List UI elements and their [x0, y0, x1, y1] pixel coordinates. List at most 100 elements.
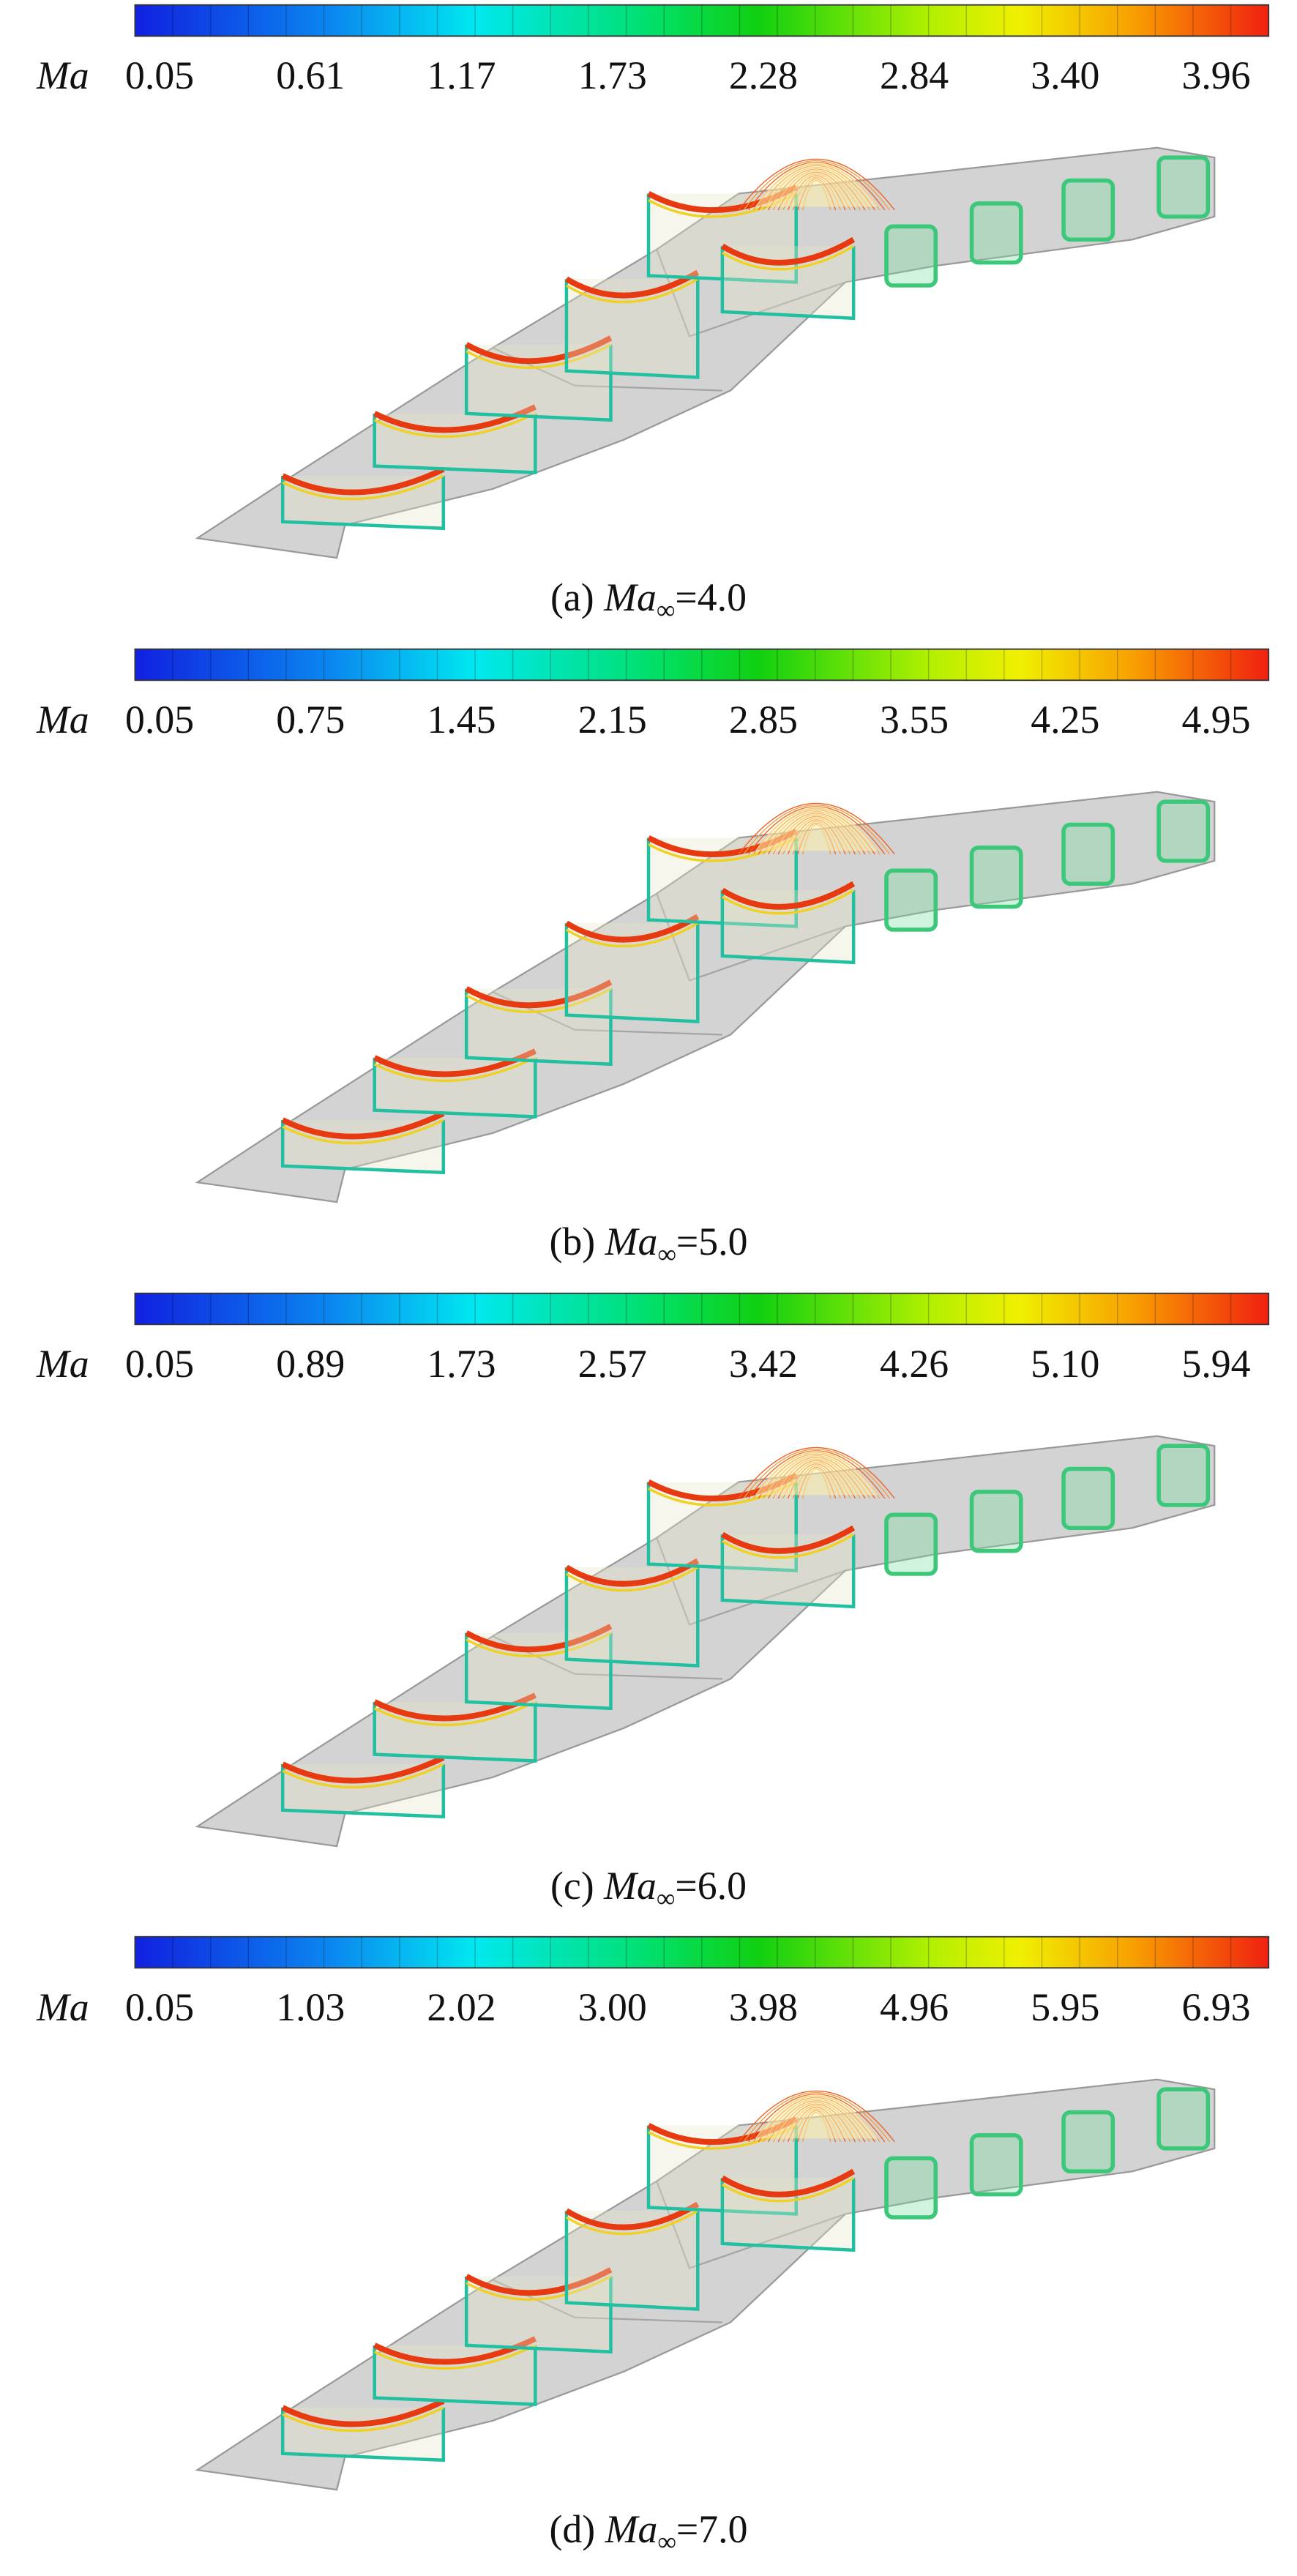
dome-fill	[755, 2094, 878, 2139]
colorbar-tick-label: 2.85	[729, 698, 798, 742]
shock-dome	[738, 158, 895, 211]
cross-section	[1061, 178, 1115, 242]
cross-section	[969, 1489, 1023, 1553]
cross-section	[884, 1512, 938, 1576]
colorbar-tick-label: 4.25	[1031, 698, 1099, 742]
cross-section	[720, 2169, 856, 2252]
section-top	[281, 1110, 445, 1140]
cross-section	[564, 2201, 700, 2312]
section-top	[564, 2201, 700, 2230]
section-top	[564, 914, 700, 943]
colorbar-tick-label: 5.94	[1181, 1342, 1250, 1386]
cross-section	[720, 881, 856, 964]
section-side	[720, 246, 856, 321]
section-top	[564, 269, 700, 299]
cross-section	[280, 2398, 446, 2463]
caption-label: (d)	[549, 2507, 595, 2551]
cross-section	[1156, 799, 1211, 863]
dome-line	[738, 2090, 895, 2143]
colorbar-tick-label: 1.73	[578, 53, 647, 97]
colorbar-tick-label: 4.95	[1181, 698, 1250, 742]
cross-section	[1156, 2087, 1211, 2151]
cross-section	[969, 201, 1023, 265]
section-top	[720, 881, 856, 910]
section-side	[564, 1567, 700, 1668]
section-top-inner	[466, 987, 612, 1013]
caption-label: (a)	[550, 575, 594, 619]
colorbar-tick-label: 0.61	[276, 53, 345, 97]
cross-section	[1156, 155, 1211, 219]
caption: (c) Ma∞=6.0	[550, 1863, 747, 1912]
section-side	[720, 889, 856, 964]
caption-subscript: ∞	[657, 1239, 676, 1269]
shock-dome	[738, 1446, 895, 1498]
section-top-inner	[373, 1056, 537, 1082]
cross-section	[1061, 2110, 1115, 2174]
cross-section	[884, 224, 938, 288]
cross-section	[884, 2156, 938, 2220]
section-top	[465, 2267, 613, 2296]
dome-line	[743, 160, 891, 211]
cross-section	[464, 2267, 613, 2354]
caption: (b) Ma∞=5.0	[549, 1220, 747, 1269]
flow-rendering	[195, 791, 1216, 1203]
section-side	[464, 2276, 613, 2354]
section-top-inner	[466, 343, 612, 369]
caption-subscript: ∞	[657, 1884, 676, 1913]
section-top-inner	[721, 2177, 855, 2203]
cross-section	[464, 979, 613, 1066]
cross-section	[464, 335, 613, 422]
dome-line	[738, 1446, 895, 1498]
section-side	[464, 344, 613, 422]
caption-value: =5.0	[676, 1220, 748, 1263]
caption: (a) Ma∞=4.0	[550, 575, 747, 624]
colorbar-tick-label: 3.42	[729, 1342, 798, 1386]
section-top	[564, 1558, 700, 1587]
section-side	[564, 922, 700, 1023]
colorbar-label: Ma	[36, 1985, 89, 2029]
caption: (d) Ma∞=7.0	[549, 2507, 747, 2556]
section-side	[564, 2211, 700, 2312]
colorbar-fill	[134, 4, 1270, 37]
caption-value: =4.0	[675, 575, 747, 619]
dome-line	[743, 2092, 891, 2143]
colorbar-fill	[134, 648, 1270, 681]
section-side	[720, 2178, 856, 2252]
caption-label: (b)	[549, 1220, 595, 1263]
colorbar-tick-label: 1.17	[427, 53, 496, 97]
section-top-inner	[282, 474, 444, 501]
cross-section	[280, 1755, 446, 1818]
shock-dome	[738, 2090, 895, 2143]
flow-rendering	[195, 146, 1216, 559]
body-surface	[195, 146, 1216, 559]
dome-line	[743, 804, 891, 855]
shock-dome	[738, 802, 895, 855]
colorbar	[134, 648, 1270, 681]
section-top-inner	[721, 244, 855, 271]
body-surface	[195, 1435, 1216, 1847]
section-side	[720, 1534, 856, 1608]
colorbar-tick-label: 2.57	[578, 1342, 647, 1386]
section-top-inner	[466, 2275, 612, 2301]
caption-symbol: Ma	[603, 1863, 657, 1907]
colorbar-fill	[134, 1292, 1270, 1325]
colorbar-tick-label: 2.28	[729, 53, 798, 97]
dome-line	[743, 1448, 891, 1498]
cross-section	[280, 466, 446, 531]
body-surface	[195, 2078, 1216, 2491]
caption-label: (c)	[550, 1863, 594, 1907]
figure-panel: Ma 0.05 0.61 1.17 1.73 2.28 2.84 3.40 3.96(a) Ma∞…	[36, 4, 1270, 624]
caption-subscript: ∞	[657, 2527, 676, 2556]
section-top-inner	[373, 412, 537, 438]
colorbar-tick-label: 3.96	[1181, 53, 1250, 97]
colorbar-label: Ma	[36, 1342, 89, 1386]
colorbar-tick-label: 0.05	[125, 698, 194, 742]
section-top-inner	[566, 277, 699, 304]
caption-subscript: ∞	[657, 595, 676, 624]
section-top	[281, 1755, 445, 1783]
colorbar-tick-label: 4.96	[880, 1985, 949, 2029]
cross-section	[720, 1525, 856, 1608]
colorbar-tick-label: 0.05	[125, 53, 194, 97]
section-top	[465, 1623, 613, 1652]
colorbar-tick-label: 1.45	[427, 698, 496, 742]
